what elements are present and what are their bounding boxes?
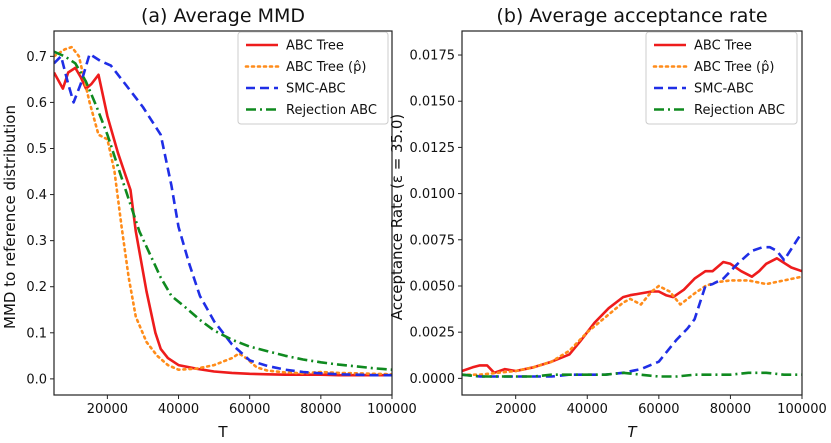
x-tick-label: 80000 <box>710 402 751 417</box>
y-axis-label: MMD to reference distribution <box>1 105 19 329</box>
chart-title: (b) Average acceptance rate <box>496 5 767 27</box>
series-line-rejection-abc <box>54 50 392 371</box>
legend-label: ABC Tree (p̂) <box>694 60 774 75</box>
y-tick-label: 0.6 <box>26 96 47 111</box>
y-tick-label: 0.0025 <box>410 326 456 341</box>
x-axis-label: T <box>217 423 228 441</box>
legend: ABC Tree ABC Tree (p̂) SMC-ABC Rejection AB… <box>645 31 798 125</box>
panel-b: (b) Average acceptance rate T Acceptance… <box>388 5 827 441</box>
x-tick-label: 20000 <box>495 402 536 417</box>
x-tick-label: 40000 <box>567 402 608 417</box>
y-tick-label: 0.0150 <box>410 95 456 110</box>
legend-box <box>237 31 389 125</box>
axes-frame <box>53 30 393 396</box>
x-tick-label: 60000 <box>229 402 270 417</box>
x-tick-label: 60000 <box>638 402 679 417</box>
x-tick-label: 20000 <box>87 402 128 417</box>
series-line-smc-abc <box>462 231 802 378</box>
panel-a: (a) Average MMD T MMD to reference distr… <box>1 5 417 441</box>
y-tick-label: 0.0175 <box>410 49 456 64</box>
series-line-smc-abc <box>54 52 392 377</box>
series-line-abc-tree-hat-p <box>54 45 392 376</box>
series-line-abc-tree <box>462 256 802 375</box>
x-tick-label: 100000 <box>777 402 827 417</box>
chart-title: (a) Average MMD <box>141 5 305 27</box>
x-axis-label: T <box>627 423 638 441</box>
y-axis-label: Acceptance Rate (ε = 35.0) <box>388 114 406 321</box>
x-tick-label: 40000 <box>158 402 199 417</box>
y-tick-label: 0.0100 <box>410 187 456 202</box>
legend-label: SMC-ABC <box>286 82 346 97</box>
series-line-abc-tree-hat-p <box>462 275 802 377</box>
axes-frame <box>461 30 803 396</box>
legend-label: ABC Tree (p̂) <box>286 60 366 75</box>
y-tick-label: 0.0000 <box>410 372 456 387</box>
y-tick-label: 0.1 <box>26 326 47 341</box>
y-tick-label: 0.3 <box>26 234 47 249</box>
legend-label: ABC Tree <box>694 39 752 54</box>
y-tick-label: 0.7 <box>26 50 47 65</box>
y-tick-label: 0.2 <box>26 280 47 295</box>
y-tick-label: 0.0050 <box>410 279 456 294</box>
legend-label: ABC Tree <box>286 39 344 54</box>
y-tick-label: 0.0125 <box>410 141 456 156</box>
legend-label: Rejection ABC <box>286 103 377 118</box>
legend-label: Rejection ABC <box>694 103 785 118</box>
legend-label: SMC-ABC <box>694 82 754 97</box>
x-tick-label: 80000 <box>300 402 341 417</box>
legend-box <box>645 31 798 125</box>
series-line-rejection-abc <box>462 371 802 378</box>
y-tick-label: 0.0 <box>26 372 47 387</box>
y-tick-label: 0.4 <box>26 188 47 203</box>
y-tick-label: 0.5 <box>26 142 47 157</box>
x-tick-label: 100000 <box>367 402 417 417</box>
y-tick-label: 0.0075 <box>410 233 456 248</box>
legend: ABC Tree ABC Tree (p̂) SMC-ABC Rejection AB… <box>237 31 389 125</box>
